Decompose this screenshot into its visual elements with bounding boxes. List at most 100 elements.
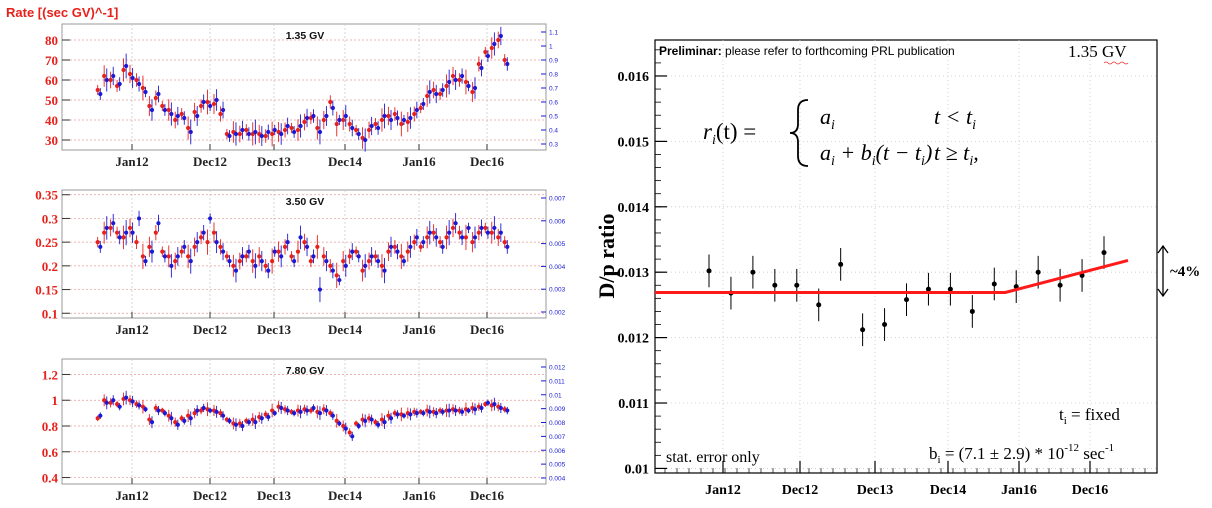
data-point [408,244,413,249]
data-point [450,73,456,79]
data-point [130,75,135,81]
data-point [459,73,465,79]
data-point [379,117,385,123]
data-point [860,327,866,333]
data-point [750,269,756,275]
data-point [188,416,193,421]
y-tick-label: 40 [45,113,58,128]
data-point [169,111,174,117]
data-point [427,89,432,95]
data-point [304,408,310,413]
data-point [341,423,346,429]
data-point [259,416,264,421]
data-point [111,221,116,226]
data-point [136,81,142,87]
data-point [382,268,387,273]
data-point [308,259,313,264]
preliminar-bold: Preliminar: [659,44,722,58]
data-point [201,230,206,235]
data-point [379,417,385,422]
data-point [98,91,103,97]
data-point [437,240,443,245]
data-point [304,115,310,121]
data-point [369,254,374,259]
data-point [395,412,400,417]
x-tick-label: Jan12 [115,322,148,337]
data-point [302,240,307,245]
y-tick-label: 0.6 [42,445,59,460]
data-point [104,77,109,83]
data-point [476,230,481,235]
data-point [412,240,417,245]
data-point [253,129,258,135]
data-point [412,111,417,117]
y-tick-label: 0.015 [618,135,650,150]
data-point [108,400,113,405]
right-tick-label: 0.5 [549,114,558,121]
y-tick-label: 0.25 [35,235,58,250]
data-point [343,263,348,268]
data-point [98,413,103,418]
data-point [453,408,458,413]
data-point [205,240,210,245]
data-point [315,244,320,249]
x-tick-label: Dec16 [1072,483,1109,498]
data-point [392,244,397,249]
data-point [186,254,191,259]
data-point [453,77,458,83]
right-tick-label: 0.6 [549,100,558,107]
data-point [117,81,122,87]
data-point [388,117,394,123]
data-point [108,225,113,231]
data-point [356,131,361,137]
data-point [375,422,381,427]
data-point [117,404,122,409]
data-point [259,259,264,264]
right-tick-label: 0.005 [549,241,566,248]
dp-ratio-chart: 0.01 0.011 0.012 0.013 0.014 0.015 0.016 Jan12 D… [594,39,1200,498]
data-point [124,63,129,69]
data-point [330,105,335,111]
data-point [476,61,481,67]
data-point [104,225,109,231]
data-point [334,273,339,278]
y-tick-label: 80 [45,33,58,48]
data-point [192,109,197,115]
data-point [140,254,146,259]
data-point [816,302,822,308]
data-point [153,405,158,411]
data-point [182,115,187,121]
data-point [388,244,394,249]
data-point [498,33,503,39]
data-point [382,420,387,425]
data-point [479,65,484,71]
x-tick-label: Dec12 [193,488,227,503]
data-point [317,129,323,135]
data-point [208,408,213,413]
data-point [270,408,275,413]
data-point [147,244,152,249]
data-point [498,405,503,411]
preliminar-rest: please refer to forthcoming PRL publicat… [722,44,955,58]
case2-cond: t ≥ ti, [934,140,979,169]
data-point [356,254,361,259]
right-tick-label: 0.006 [549,218,566,225]
data-point [472,407,478,412]
data-point [208,216,213,221]
data-point [479,405,484,411]
data-point [328,411,333,416]
data-point [379,263,385,268]
data-point [153,230,158,235]
data-point [360,268,365,273]
data-point [343,426,348,431]
data-point [149,420,155,425]
data-point [969,308,975,314]
data-point [233,422,239,427]
data-point [295,127,301,133]
data-point [427,409,432,414]
data-point [195,240,200,245]
data-point [408,115,413,121]
right-tick-label: 0.009 [549,406,566,413]
y-tick-label: 0.012 [618,332,650,347]
data-point [124,230,129,235]
